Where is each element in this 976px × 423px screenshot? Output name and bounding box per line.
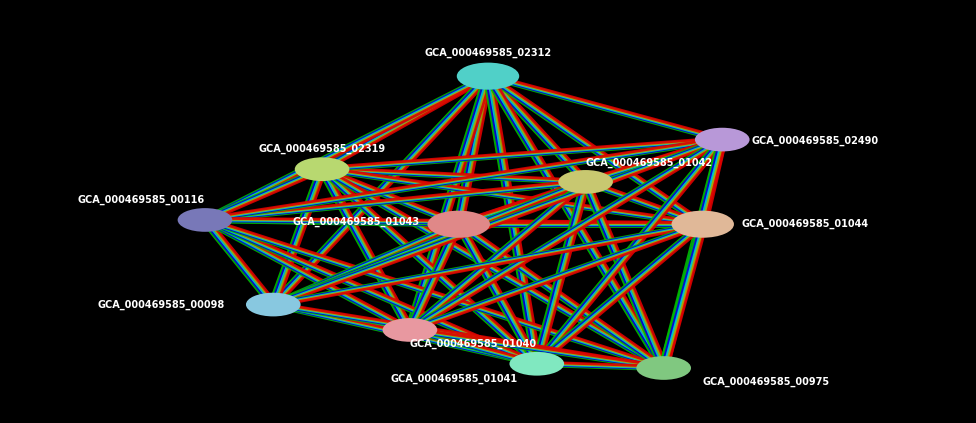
Text: GCA_000469585_00098: GCA_000469585_00098 (98, 299, 224, 310)
Text: GCA_000469585_02319: GCA_000469585_02319 (259, 144, 386, 154)
Circle shape (295, 157, 349, 181)
Text: GCA_000469585_01040: GCA_000469585_01040 (410, 338, 537, 349)
Circle shape (178, 208, 232, 232)
Circle shape (246, 293, 301, 316)
Circle shape (636, 356, 691, 380)
Circle shape (558, 170, 613, 194)
Text: GCA_000469585_01041: GCA_000469585_01041 (390, 374, 517, 384)
Circle shape (427, 211, 490, 238)
Text: GCA_000469585_00116: GCA_000469585_00116 (78, 195, 205, 205)
Text: GCA_000469585_01043: GCA_000469585_01043 (293, 217, 420, 227)
Circle shape (695, 128, 750, 151)
Text: GCA_000469585_01044: GCA_000469585_01044 (742, 219, 869, 229)
Circle shape (509, 352, 564, 376)
Text: GCA_000469585_02312: GCA_000469585_02312 (425, 48, 551, 58)
Circle shape (383, 318, 437, 342)
Circle shape (457, 63, 519, 90)
Text: GCA_000469585_01042: GCA_000469585_01042 (586, 157, 712, 168)
Text: GCA_000469585_02490: GCA_000469585_02490 (752, 135, 878, 146)
Text: GCA_000469585_00975: GCA_000469585_00975 (703, 376, 830, 387)
Circle shape (671, 211, 734, 238)
